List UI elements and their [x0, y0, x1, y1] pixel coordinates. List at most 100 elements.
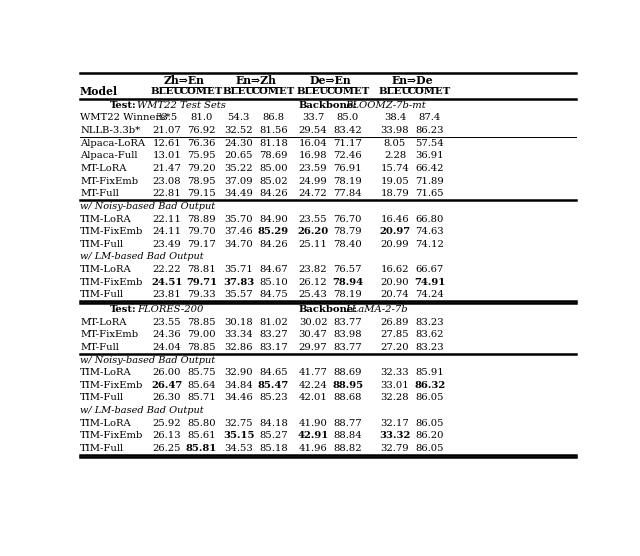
Text: 16.46: 16.46	[381, 215, 409, 224]
Text: TIM-FixEmb: TIM-FixEmb	[80, 381, 143, 390]
Text: 37.09: 37.09	[225, 177, 253, 186]
Text: Zh⇒En: Zh⇒En	[164, 76, 205, 87]
Text: 81.56: 81.56	[259, 126, 288, 135]
Text: WMT22 Test Sets: WMT22 Test Sets	[137, 101, 226, 110]
Text: 20.97: 20.97	[380, 227, 410, 236]
Text: 20.65: 20.65	[225, 151, 253, 160]
Text: 24.72: 24.72	[299, 189, 328, 198]
Text: 30.47: 30.47	[299, 330, 328, 339]
Text: 76.57: 76.57	[333, 265, 362, 274]
Text: 23.49: 23.49	[152, 240, 181, 249]
Text: 41.90: 41.90	[299, 419, 328, 428]
Text: 85.02: 85.02	[259, 177, 288, 186]
Text: 81.02: 81.02	[259, 317, 288, 327]
Text: 21.07: 21.07	[152, 126, 181, 135]
Text: 16.98: 16.98	[299, 151, 328, 160]
Text: 37.83: 37.83	[223, 277, 254, 287]
Text: 88.95: 88.95	[332, 381, 364, 390]
Text: 86.05: 86.05	[415, 394, 444, 403]
Text: 85.10: 85.10	[259, 277, 288, 287]
Text: 78.69: 78.69	[259, 151, 288, 160]
Text: TIM-LoRA: TIM-LoRA	[80, 215, 132, 224]
Text: 71.17: 71.17	[333, 139, 362, 148]
Text: Alpaca-LoRA: Alpaca-LoRA	[80, 139, 145, 148]
Text: 76.91: 76.91	[333, 164, 362, 173]
Text: 79.70: 79.70	[188, 227, 216, 236]
Text: 12.61: 12.61	[152, 139, 181, 148]
Text: 32.90: 32.90	[225, 368, 253, 377]
Text: 32.86: 32.86	[225, 343, 253, 352]
Text: 29.97: 29.97	[299, 343, 328, 352]
Text: Model: Model	[80, 86, 118, 97]
Text: 38.4: 38.4	[384, 113, 406, 122]
Text: 35.70: 35.70	[225, 215, 253, 224]
Text: 66.80: 66.80	[415, 215, 444, 224]
Text: 88.82: 88.82	[333, 444, 362, 453]
Text: 41.77: 41.77	[299, 368, 328, 377]
Text: 77.84: 77.84	[333, 189, 362, 198]
Text: 13.01: 13.01	[152, 151, 181, 160]
Text: LLaMA-2-7b: LLaMA-2-7b	[346, 305, 408, 314]
Text: 24.30: 24.30	[225, 139, 253, 148]
Text: 83.77: 83.77	[333, 317, 362, 327]
Text: 42.01: 42.01	[299, 394, 328, 403]
Text: 81.18: 81.18	[259, 139, 288, 148]
Text: 26.25: 26.25	[152, 444, 181, 453]
Text: 83.98: 83.98	[333, 330, 362, 339]
Text: 20.90: 20.90	[381, 277, 409, 287]
Text: 35.22: 35.22	[225, 164, 253, 173]
Text: 22.81: 22.81	[152, 189, 181, 198]
Text: w/ Noisy-based Bad Output: w/ Noisy-based Bad Output	[80, 356, 215, 365]
Text: 79.33: 79.33	[188, 290, 216, 299]
Text: Test:: Test:	[110, 305, 136, 314]
Text: 78.81: 78.81	[187, 265, 216, 274]
Text: 16.04: 16.04	[299, 139, 328, 148]
Text: 79.17: 79.17	[187, 240, 216, 249]
Text: 83.17: 83.17	[259, 343, 288, 352]
Text: 85.64: 85.64	[188, 381, 216, 390]
Text: TIM-LoRA: TIM-LoRA	[80, 265, 132, 274]
Text: TIM-Full: TIM-Full	[80, 240, 124, 249]
Text: 26.13: 26.13	[152, 431, 181, 440]
Text: 15.74: 15.74	[381, 164, 410, 173]
Text: 33.5: 33.5	[156, 113, 178, 122]
Text: MT-LoRA: MT-LoRA	[80, 164, 127, 173]
Text: 88.77: 88.77	[333, 419, 362, 428]
Text: MT-FixEmb: MT-FixEmb	[80, 177, 138, 186]
Text: 78.95: 78.95	[188, 177, 216, 186]
Text: 24.51: 24.51	[151, 277, 182, 287]
Text: 85.61: 85.61	[188, 431, 216, 440]
Text: 78.85: 78.85	[188, 317, 216, 327]
Text: 34.84: 34.84	[224, 381, 253, 390]
Text: 42.91: 42.91	[298, 431, 329, 440]
Text: En⇒De: En⇒De	[392, 76, 433, 87]
Text: 74.91: 74.91	[414, 277, 445, 287]
Text: TIM-FixEmb: TIM-FixEmb	[80, 431, 143, 440]
Text: 30.18: 30.18	[225, 317, 253, 327]
Text: 23.81: 23.81	[152, 290, 181, 299]
Text: 42.24: 42.24	[299, 381, 328, 390]
Text: 85.47: 85.47	[258, 381, 289, 390]
Text: 86.05: 86.05	[415, 444, 444, 453]
Text: 25.11: 25.11	[299, 240, 328, 249]
Text: 23.55: 23.55	[299, 215, 328, 224]
Text: 83.27: 83.27	[259, 330, 288, 339]
Text: 20.99: 20.99	[381, 240, 409, 249]
Text: 85.71: 85.71	[187, 394, 216, 403]
Text: 85.75: 85.75	[188, 368, 216, 377]
Text: 54.3: 54.3	[228, 113, 250, 122]
Text: 24.36: 24.36	[152, 330, 181, 339]
Text: 41.96: 41.96	[299, 444, 328, 453]
Text: 86.23: 86.23	[415, 126, 444, 135]
Text: 84.26: 84.26	[259, 189, 288, 198]
Text: 34.49: 34.49	[224, 189, 253, 198]
Text: TIM-Full: TIM-Full	[80, 290, 124, 299]
Text: 72.46: 72.46	[333, 151, 362, 160]
Text: 76.92: 76.92	[188, 126, 216, 135]
Text: 25.43: 25.43	[299, 290, 328, 299]
Text: 78.19: 78.19	[333, 177, 362, 186]
Text: 26.12: 26.12	[299, 277, 328, 287]
Text: Backbone:: Backbone:	[298, 305, 357, 314]
Text: 86.20: 86.20	[415, 431, 444, 440]
Text: 84.90: 84.90	[259, 215, 288, 224]
